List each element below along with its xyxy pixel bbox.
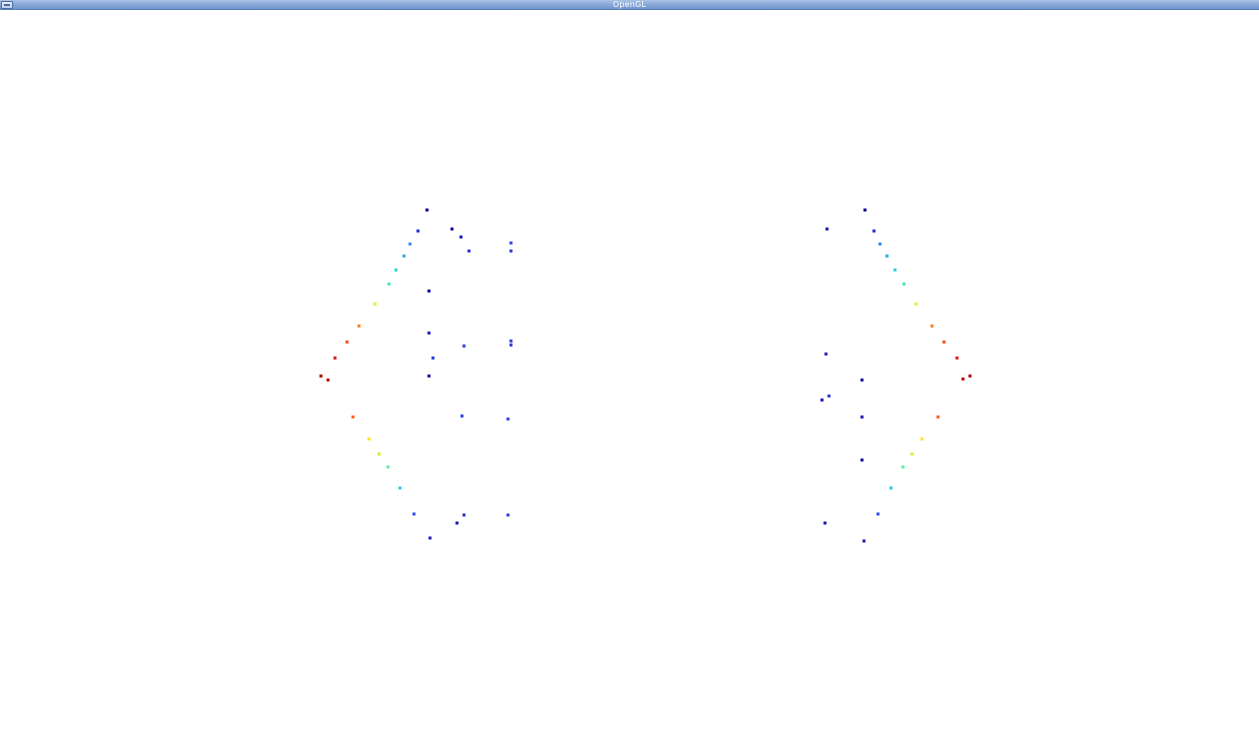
point-marker	[901, 465, 905, 469]
point-marker	[402, 254, 406, 258]
point-marker	[345, 340, 349, 344]
point-marker	[367, 437, 371, 441]
point-marker	[509, 339, 513, 343]
point-cloud-render	[319, 208, 972, 543]
point-marker	[377, 452, 381, 456]
point-marker	[416, 229, 420, 233]
point-marker	[823, 521, 827, 525]
point-marker	[860, 415, 864, 419]
point-marker	[455, 521, 459, 525]
point-marker	[467, 249, 471, 253]
point-marker	[860, 458, 864, 462]
point-marker	[427, 374, 431, 378]
point-marker	[942, 340, 946, 344]
point-marker	[885, 254, 889, 258]
point-marker	[509, 249, 513, 253]
point-marker	[351, 415, 355, 419]
point-marker	[506, 417, 510, 421]
window-menu-icon-bar	[4, 4, 10, 6]
point-marker	[955, 356, 959, 360]
point-marker	[509, 241, 513, 245]
point-marker	[889, 486, 893, 490]
point-marker	[506, 513, 510, 517]
point-marker	[863, 208, 867, 212]
point-marker	[462, 513, 466, 517]
point-marker	[920, 437, 924, 441]
point-marker	[930, 324, 934, 328]
point-marker	[825, 227, 829, 231]
point-marker	[412, 512, 416, 516]
point-marker	[398, 486, 402, 490]
point-marker	[319, 374, 323, 378]
point-marker	[357, 324, 361, 328]
point-marker	[902, 282, 906, 286]
point-marker	[509, 343, 513, 347]
point-marker	[450, 227, 454, 231]
point-marker	[462, 344, 466, 348]
point-marker	[936, 415, 940, 419]
point-marker	[876, 512, 880, 516]
point-marker	[961, 377, 965, 381]
point-marker	[460, 414, 464, 418]
title-bar[interactable]: OpenGL	[0, 0, 1259, 10]
point-marker	[387, 282, 391, 286]
point-marker	[326, 378, 330, 382]
point-marker	[427, 331, 431, 335]
point-marker	[878, 242, 882, 246]
point-marker	[408, 242, 412, 246]
point-marker	[431, 356, 435, 360]
point-marker	[968, 374, 972, 378]
point-marker	[459, 235, 463, 239]
opengl-canvas[interactable]	[0, 10, 1259, 739]
point-marker	[872, 229, 876, 233]
point-marker	[394, 268, 398, 272]
point-marker	[914, 302, 918, 306]
point-marker	[333, 356, 337, 360]
point-marker	[427, 289, 431, 293]
window-menu-icon[interactable]	[1, 1, 13, 9]
point-marker	[910, 452, 914, 456]
point-marker	[893, 268, 897, 272]
point-marker	[860, 378, 864, 382]
point-marker	[373, 302, 377, 306]
point-marker	[386, 465, 390, 469]
point-marker	[820, 398, 824, 402]
point-marker	[428, 536, 432, 540]
point-marker	[425, 208, 429, 212]
window-title: OpenGL	[612, 0, 647, 9]
point-marker	[824, 352, 828, 356]
point-marker	[827, 394, 831, 398]
point-marker	[862, 539, 866, 543]
